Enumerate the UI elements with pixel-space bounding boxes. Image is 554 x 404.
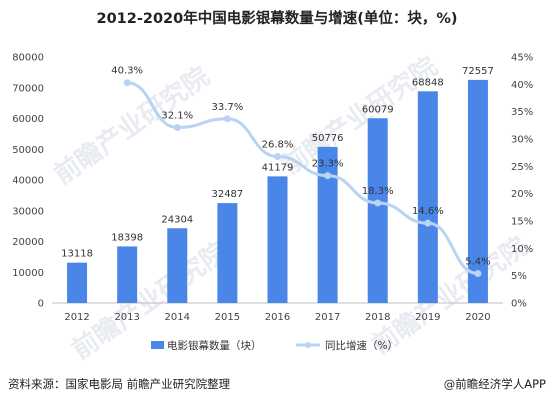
y-left-tick-label: 80000 <box>12 53 44 64</box>
growth-value-label: 33.7% <box>211 102 243 113</box>
y-right-tick-label: 45% <box>511 53 533 64</box>
legend: 电影银幕数量（块） 同比增速（%） <box>151 339 398 352</box>
x-tick-label: 2020 <box>465 312 490 323</box>
y-right-tick-label: 15% <box>511 217 533 228</box>
y-left-tick-label: 10000 <box>12 268 44 279</box>
bar-value-label: 18398 <box>111 232 143 243</box>
bar-series <box>67 79 488 304</box>
y-right-tick-label: 40% <box>511 80 533 91</box>
bar-value-label: 24304 <box>161 214 193 225</box>
line-series <box>123 79 482 277</box>
growth-value-label: 23.3% <box>312 159 344 170</box>
legend-line-label: 同比增速（%） <box>325 339 398 352</box>
bar-value-label: 13118 <box>61 249 93 260</box>
growth-value-label: 5.4% <box>465 256 490 267</box>
growth-point <box>123 79 131 87</box>
y-left-tick-label: 40000 <box>12 176 44 187</box>
x-tick-label: 2012 <box>64 312 89 323</box>
x-tick-label: 2013 <box>114 312 139 323</box>
growth-value-label: 40.3% <box>111 66 143 77</box>
y-right-tick-label: 0% <box>511 299 527 310</box>
bar-value-label: 50776 <box>312 133 344 144</box>
y-left-tick-label: 20000 <box>12 237 44 248</box>
bar-value-label: 32487 <box>211 189 243 200</box>
growth-point <box>324 172 332 180</box>
bar <box>467 79 488 303</box>
y-left-tick-label: 60000 <box>12 114 44 125</box>
growth-point <box>424 219 432 227</box>
source-note: 资料来源：国家电影局 前瞻产业研究院整理 <box>8 377 231 391</box>
y-right-tick-label: 25% <box>511 162 533 173</box>
legend-bar-swatch <box>151 341 164 349</box>
y-right-tick-label: 20% <box>511 189 533 200</box>
growth-value-label: 18.3% <box>362 186 394 197</box>
bar <box>167 228 188 303</box>
x-tick-label: 2015 <box>215 312 240 323</box>
data-labels: 13118 18398 24304 32487 41179 50776 60079 68848… <box>61 66 494 268</box>
y-left-tick-label: 0 <box>38 299 44 310</box>
x-tick-label: 2014 <box>165 312 190 323</box>
bar <box>217 203 238 303</box>
growth-value-label: 14.6% <box>412 206 444 217</box>
y-left-tick-label: 70000 <box>12 83 44 94</box>
chart-title: 2012-2020年中国电影银幕数量与增速(单位：块，%) <box>96 9 457 27</box>
bar <box>317 146 338 303</box>
growth-point <box>474 269 482 277</box>
y-left-tick-label: 50000 <box>12 145 44 156</box>
bar <box>367 118 388 303</box>
bar-value-label: 60079 <box>362 104 394 115</box>
bar-value-label: 41179 <box>262 162 294 173</box>
growth-point <box>374 199 382 207</box>
x-tick-label: 2017 <box>315 312 340 323</box>
bar-value-label: 68848 <box>412 77 444 88</box>
growth-point <box>173 124 181 132</box>
growth-value-label: 32.1% <box>161 111 193 122</box>
bar <box>417 91 438 304</box>
y-left-tick-label: 30000 <box>12 206 44 217</box>
brand-credit: @前瞻经济学人APP <box>444 377 546 391</box>
y-right-tick-label: 35% <box>511 107 533 118</box>
y-right-tick-label: 5% <box>511 271 527 282</box>
legend-line-marker <box>305 342 311 348</box>
y-right-tick-label: 10% <box>511 244 533 255</box>
bar <box>267 176 288 303</box>
legend-bar-label: 电影银幕数量（块） <box>167 339 262 352</box>
growth-point <box>223 115 231 123</box>
x-tick-label: 2018 <box>365 312 390 323</box>
x-tick-label: 2016 <box>265 312 290 323</box>
x-tick-label: 2019 <box>415 312 440 323</box>
growth-value-label: 26.8% <box>262 139 294 150</box>
growth-point <box>274 152 281 160</box>
bar <box>117 246 138 303</box>
bar-value-label: 72557 <box>462 66 494 77</box>
bar <box>67 262 88 303</box>
y-right-tick-label: 30% <box>511 135 533 146</box>
